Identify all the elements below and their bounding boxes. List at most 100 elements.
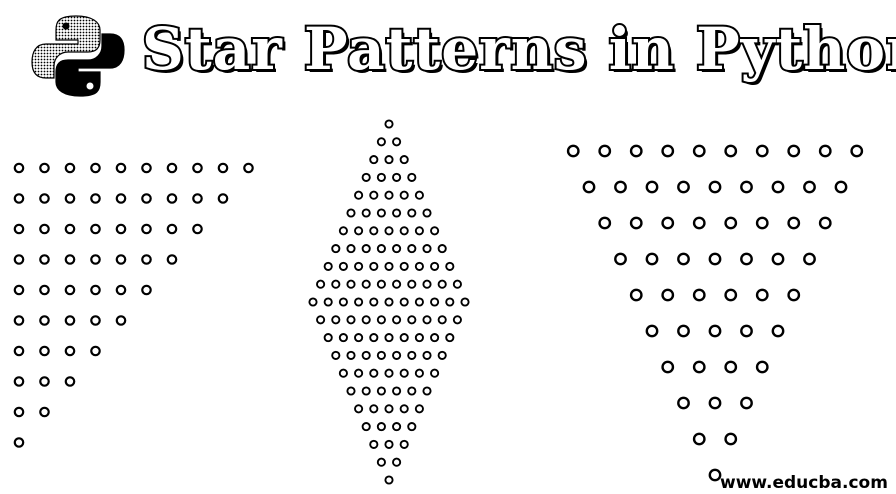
star-icon: [115, 193, 127, 204]
star-icon: [376, 137, 386, 147]
star-icon: [422, 386, 432, 396]
star-icon: [64, 254, 76, 265]
star-icon: [399, 368, 409, 378]
star-icon: [354, 261, 364, 271]
star-icon: [598, 216, 612, 230]
star-icon: [414, 368, 424, 378]
star-icon: [384, 297, 394, 307]
star-icon: [392, 137, 402, 147]
star-icon: [399, 439, 409, 449]
star-icon: [392, 457, 402, 467]
star-icon: [90, 223, 101, 235]
star-icon: [338, 226, 348, 236]
star-icon: [115, 223, 127, 235]
star-icon: [141, 193, 152, 204]
star-icon: [430, 368, 440, 378]
star-icon: [677, 180, 690, 194]
star-icon: [13, 284, 25, 296]
star-icon: [740, 324, 753, 338]
star-icon: [399, 226, 409, 236]
star-icon: [13, 315, 25, 326]
star-icon: [803, 252, 816, 266]
star-icon: [376, 457, 386, 467]
star-icon: [771, 180, 785, 194]
star-icon: [629, 216, 643, 230]
star-icon: [399, 190, 409, 200]
star-icon: [692, 288, 706, 302]
star-icon: [771, 324, 785, 338]
star-icon: [90, 345, 101, 357]
star-icon: [369, 297, 379, 307]
star-icon: [323, 261, 333, 271]
star-icon: [384, 475, 394, 485]
star-icon: [392, 208, 402, 218]
star-icon: [354, 404, 364, 414]
star-icon: [115, 254, 127, 265]
star-icon: [376, 279, 386, 289]
star-icon: [90, 284, 101, 296]
star-icon: [192, 223, 203, 235]
star-icon: [708, 396, 722, 410]
star-icon: [430, 333, 440, 343]
star-icon: [323, 297, 333, 307]
star-icon: [414, 333, 424, 343]
star-icon: [384, 155, 394, 165]
star-icon: [692, 432, 706, 446]
star-icon: [192, 193, 203, 204]
star-icon: [460, 297, 470, 307]
star-icon: [346, 315, 356, 325]
star-icon: [376, 315, 386, 325]
star-icon: [64, 315, 76, 326]
star-icon: [437, 279, 447, 289]
star-icon: [677, 252, 690, 266]
star-icon: [724, 432, 738, 446]
star-icon: [217, 162, 229, 174]
star-icon: [141, 254, 152, 265]
star-icon: [614, 252, 627, 266]
star-icon: [369, 261, 379, 271]
star-icon: [64, 162, 76, 174]
star-icon: [661, 288, 675, 302]
star-icon: [755, 288, 769, 302]
star-icon: [354, 226, 364, 236]
star-icon: [316, 315, 326, 325]
star-icon: [445, 261, 455, 271]
star-icon: [141, 223, 152, 235]
star-icon: [338, 333, 348, 343]
star-icon: [818, 144, 832, 158]
star-icon: [629, 288, 643, 302]
star-icon: [452, 279, 462, 289]
star-icon: [90, 254, 101, 265]
star-icon: [346, 350, 356, 360]
star-icon: [376, 422, 386, 432]
star-icon: [818, 216, 832, 230]
star-icon: [39, 223, 50, 235]
star-icon: [399, 261, 409, 271]
star-icon: [166, 223, 178, 235]
star-icon: [376, 244, 386, 254]
star-icon: [39, 254, 50, 265]
star-icon: [13, 193, 25, 204]
star-icon: [422, 279, 432, 289]
star-icon: [361, 172, 371, 182]
star-icon: [331, 279, 341, 289]
star-icon: [331, 350, 341, 360]
star-icon: [384, 119, 394, 129]
star-icon: [338, 261, 348, 271]
star-icon: [392, 422, 402, 432]
star-icon: [407, 422, 417, 432]
star-icon: [392, 244, 402, 254]
inverted-pyramid-pattern: [566, 144, 864, 482]
star-icon: [354, 368, 364, 378]
star-icon: [452, 315, 462, 325]
star-icon: [369, 439, 379, 449]
star-icon: [445, 333, 455, 343]
star-icon: [392, 172, 402, 182]
star-icon: [407, 315, 417, 325]
star-icon: [755, 360, 769, 374]
star-icon: [645, 252, 659, 266]
star-icon: [369, 333, 379, 343]
star-icon: [331, 244, 341, 254]
star-icon: [384, 226, 394, 236]
star-icon: [166, 162, 178, 174]
